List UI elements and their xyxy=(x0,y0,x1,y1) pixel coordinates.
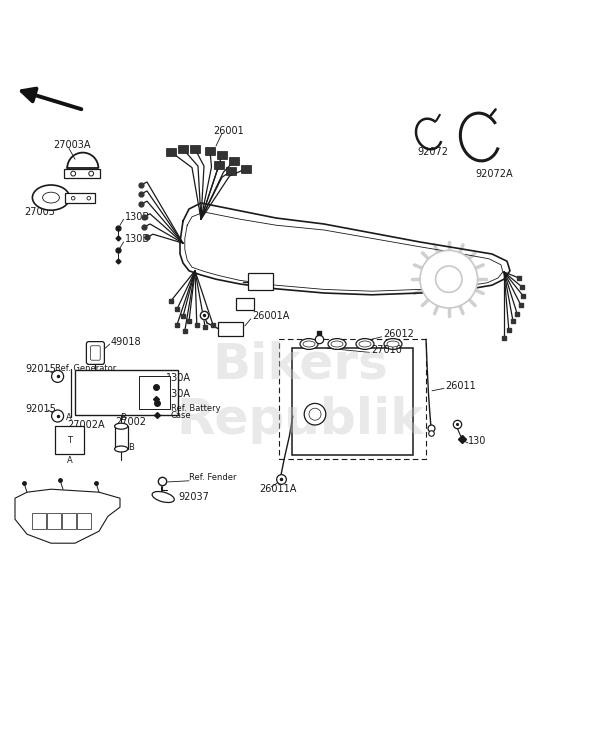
Text: Ref. Fender: Ref. Fender xyxy=(189,473,236,482)
Text: 26011: 26011 xyxy=(445,381,476,391)
Text: B: B xyxy=(128,443,134,452)
Text: 92072A: 92072A xyxy=(475,169,513,180)
Ellipse shape xyxy=(356,339,374,349)
Circle shape xyxy=(87,197,91,200)
Circle shape xyxy=(89,171,94,176)
FancyBboxPatch shape xyxy=(226,167,236,175)
FancyBboxPatch shape xyxy=(217,151,227,159)
Circle shape xyxy=(420,251,478,308)
FancyBboxPatch shape xyxy=(205,147,215,155)
Ellipse shape xyxy=(115,423,128,429)
Text: 27003: 27003 xyxy=(24,207,55,217)
FancyBboxPatch shape xyxy=(62,512,76,529)
Text: 49018: 49018 xyxy=(111,337,142,346)
Ellipse shape xyxy=(359,341,371,347)
Text: B: B xyxy=(120,413,126,422)
Bar xyxy=(279,339,426,459)
Ellipse shape xyxy=(43,192,59,203)
FancyBboxPatch shape xyxy=(47,512,61,529)
Text: 26001: 26001 xyxy=(213,126,244,136)
FancyBboxPatch shape xyxy=(292,349,413,455)
Ellipse shape xyxy=(115,446,128,452)
FancyBboxPatch shape xyxy=(166,148,176,156)
Text: 130B: 130B xyxy=(125,212,150,222)
Text: 27003A: 27003A xyxy=(53,140,90,150)
FancyBboxPatch shape xyxy=(91,346,100,361)
Text: 92072: 92072 xyxy=(417,147,448,157)
Text: 27002: 27002 xyxy=(115,417,146,427)
Text: A: A xyxy=(66,413,72,422)
Circle shape xyxy=(52,410,64,422)
FancyBboxPatch shape xyxy=(218,322,243,336)
Ellipse shape xyxy=(32,185,70,210)
Text: 26011A: 26011A xyxy=(259,484,296,494)
Ellipse shape xyxy=(300,339,318,349)
FancyBboxPatch shape xyxy=(64,169,100,178)
FancyBboxPatch shape xyxy=(139,375,170,409)
Text: T: T xyxy=(67,435,72,444)
Ellipse shape xyxy=(152,491,174,503)
FancyBboxPatch shape xyxy=(236,298,254,310)
FancyBboxPatch shape xyxy=(248,273,273,290)
Text: Bikers
Republik: Bikers Republik xyxy=(176,340,424,444)
FancyBboxPatch shape xyxy=(178,145,188,153)
Text: Ref. Generator: Ref. Generator xyxy=(55,364,116,373)
Polygon shape xyxy=(15,489,120,543)
FancyBboxPatch shape xyxy=(32,512,46,529)
Circle shape xyxy=(436,266,462,292)
FancyBboxPatch shape xyxy=(86,342,104,364)
Text: 92037: 92037 xyxy=(179,492,209,502)
FancyBboxPatch shape xyxy=(241,165,251,173)
Circle shape xyxy=(71,197,75,200)
Circle shape xyxy=(71,171,76,176)
Text: Ref. Battery: Ref. Battery xyxy=(171,404,221,413)
FancyBboxPatch shape xyxy=(229,157,239,165)
Text: Case: Case xyxy=(171,411,191,420)
Ellipse shape xyxy=(303,341,315,347)
FancyBboxPatch shape xyxy=(55,426,84,454)
FancyBboxPatch shape xyxy=(190,145,200,153)
Text: 92015: 92015 xyxy=(25,364,56,374)
Text: 130A: 130A xyxy=(166,373,191,382)
FancyBboxPatch shape xyxy=(77,512,91,529)
FancyBboxPatch shape xyxy=(75,370,178,415)
Text: 130B: 130B xyxy=(125,234,150,244)
FancyBboxPatch shape xyxy=(65,193,95,203)
FancyBboxPatch shape xyxy=(214,161,224,169)
Text: 27010: 27010 xyxy=(371,345,401,355)
Text: 92015: 92015 xyxy=(25,404,56,414)
Text: A: A xyxy=(67,456,73,465)
Polygon shape xyxy=(180,203,510,295)
Ellipse shape xyxy=(328,339,346,349)
Circle shape xyxy=(309,408,321,420)
Text: 26001A: 26001A xyxy=(252,311,289,321)
Circle shape xyxy=(304,403,326,425)
Text: 130: 130 xyxy=(468,436,487,447)
Text: 130A: 130A xyxy=(166,389,191,399)
Circle shape xyxy=(52,370,64,382)
Ellipse shape xyxy=(331,341,343,347)
Text: 27002A: 27002A xyxy=(67,420,105,430)
Ellipse shape xyxy=(387,341,399,347)
Ellipse shape xyxy=(384,339,402,349)
Text: 26012: 26012 xyxy=(383,329,413,339)
